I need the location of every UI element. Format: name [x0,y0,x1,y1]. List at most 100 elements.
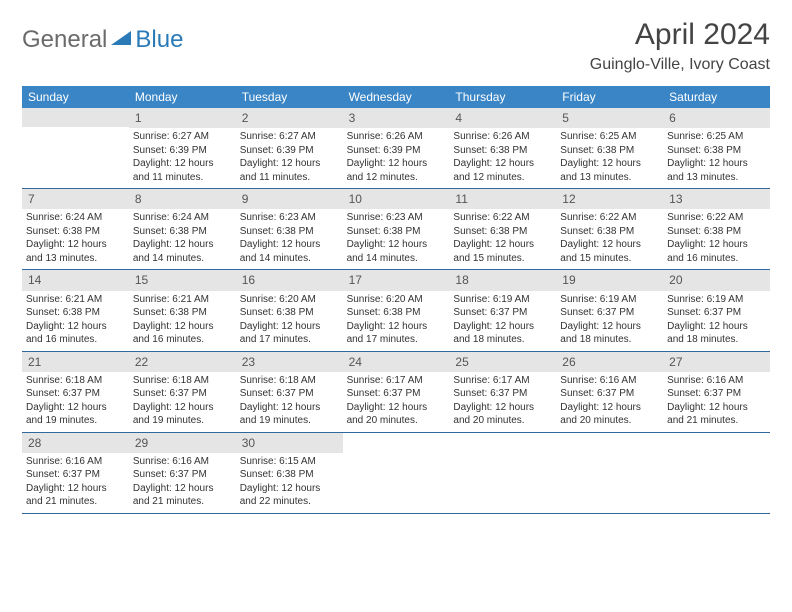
title-block: April 2024 Guinglo-Ville, Ivory Coast [590,18,770,74]
day-content: Sunrise: 6:16 AMSunset: 6:37 PMDaylight:… [129,453,236,513]
empty-day-header [22,108,129,127]
day-number: 2 [236,108,343,128]
day-cell: 12Sunrise: 6:22 AMSunset: 6:38 PMDayligh… [556,189,663,269]
sunset-text: Sunset: 6:37 PM [453,387,552,401]
day-number: 29 [129,433,236,453]
sunset-text: Sunset: 6:38 PM [667,225,766,239]
day-cell: 23Sunrise: 6:18 AMSunset: 6:37 PMDayligh… [236,352,343,432]
sunrise-text: Sunrise: 6:26 AM [347,130,446,144]
day-cell [22,108,129,188]
weekday-header-row: SundayMondayTuesdayWednesdayThursdayFrid… [22,86,770,108]
sunset-text: Sunset: 6:37 PM [26,387,125,401]
sunset-text: Sunset: 6:37 PM [667,306,766,320]
day-content: Sunrise: 6:16 AMSunset: 6:37 PMDaylight:… [22,453,129,513]
day-cell: 17Sunrise: 6:20 AMSunset: 6:38 PMDayligh… [343,270,450,350]
daylight-text: Daylight: 12 hours and 11 minutes. [133,157,232,184]
day-cell: 6Sunrise: 6:25 AMSunset: 6:38 PMDaylight… [663,108,770,188]
weekday-header: Tuesday [236,86,343,108]
sunrise-text: Sunrise: 6:16 AM [133,455,232,469]
daylight-text: Daylight: 12 hours and 18 minutes. [453,320,552,347]
sunrise-text: Sunrise: 6:20 AM [240,293,339,307]
sunrise-text: Sunrise: 6:21 AM [133,293,232,307]
day-cell: 16 Sunrise: 6:20 AMSunset: 6:38 PMDayligh… [236,270,343,350]
day-number: 15 [129,270,236,290]
empty-day-header [556,433,663,452]
sunrise-text: Sunrise: 6:18 AM [240,374,339,388]
daylight-text: Daylight: 12 hours and 18 minutes. [560,320,659,347]
day-number: 30 [236,433,343,453]
sunset-text: Sunset: 6:37 PM [26,468,125,482]
daylight-text: Daylight: 12 hours and 14 minutes. [240,238,339,265]
sunset-text: Sunset: 6:39 PM [133,144,232,158]
day-content: Sunrise: 6:21 AMSunset: 6:38 PMDaylight:… [129,291,236,351]
sunset-text: Sunset: 6:37 PM [133,468,232,482]
day-number: 19 [556,270,663,290]
sunrise-text: Sunrise: 6:19 AM [453,293,552,307]
day-number: 26 [556,352,663,372]
sunset-text: Sunset: 6:37 PM [133,387,232,401]
daylight-text: Daylight: 12 hours and 15 minutes. [560,238,659,265]
sunrise-text: Sunrise: 6:18 AM [26,374,125,388]
sunrise-text: Sunrise: 6:18 AM [133,374,232,388]
day-content: Sunrise: 6:27 AMSunset: 6:39 PMDaylight:… [236,128,343,188]
week-row: 21Sunrise: 6:18 AMSunset: 6:37 PMDayligh… [22,352,770,433]
daylight-text: Daylight: 12 hours and 20 minutes. [560,401,659,428]
calendar: SundayMondayTuesdayWednesdayThursdayFrid… [22,86,770,514]
sunrise-text: Sunrise: 6:23 AM [347,211,446,225]
day-cell [663,433,770,513]
daylight-text: Daylight: 12 hours and 22 minutes. [240,482,339,509]
sunrise-text: Sunrise: 6:21 AM [26,293,125,307]
daylight-text: Daylight: 12 hours and 17 minutes. [240,320,339,347]
logo-text-general: General [22,26,107,54]
day-number: 16 [236,270,343,290]
sunset-text: Sunset: 6:38 PM [133,306,232,320]
day-number: 23 [236,352,343,372]
sunset-text: Sunset: 6:38 PM [560,144,659,158]
day-cell [556,433,663,513]
day-cell: 24Sunrise: 6:17 AMSunset: 6:37 PMDayligh… [343,352,450,432]
sunset-text: Sunset: 6:38 PM [453,225,552,239]
day-number: 20 [663,270,770,290]
sunrise-text: Sunrise: 6:24 AM [26,211,125,225]
day-number: 28 [22,433,129,453]
day-cell: 5 Sunrise: 6:25 AMSunset: 6:38 PMDaylight… [556,108,663,188]
day-content: Sunrise: 6:26 AMSunset: 6:38 PMDaylight:… [449,128,556,188]
sunset-text: Sunset: 6:38 PM [453,144,552,158]
sunrise-text: Sunrise: 6:27 AM [240,130,339,144]
day-cell: 3Sunrise: 6:26 AMSunset: 6:39 PMDaylight… [343,108,450,188]
day-number: 1 [129,108,236,128]
day-cell: 15Sunrise: 6:21 AMSunset: 6:38 PMDayligh… [129,270,236,350]
sunset-text: Sunset: 6:38 PM [240,306,339,320]
day-number: 25 [449,352,556,372]
day-cell: 29Sunrise: 6:16 AMSunset: 6:37 PMDayligh… [129,433,236,513]
sunrise-text: Sunrise: 6:25 AM [560,130,659,144]
day-content: Sunrise: 6:16 AMSunset: 6:37 PMDaylight:… [663,372,770,432]
sunset-text: Sunset: 6:39 PM [240,144,339,158]
day-cell: 20Sunrise: 6:19 AMSunset: 6:37 PMDayligh… [663,270,770,350]
sunrise-text: Sunrise: 6:20 AM [347,293,446,307]
day-content: Sunrise: 6:19 AMSunset: 6:37 PMDaylight:… [449,291,556,351]
day-content: Sunrise: 6:25 AMSunset: 6:38 PMDaylight:… [663,128,770,188]
day-number: 4 [449,108,556,128]
week-row: 28Sunrise: 6:16 AMSunset: 6:37 PMDayligh… [22,433,770,514]
sunrise-text: Sunrise: 6:22 AM [667,211,766,225]
sunset-text: Sunset: 6:37 PM [560,306,659,320]
weekday-header: Thursday [449,86,556,108]
daylight-text: Daylight: 12 hours and 18 minutes. [667,320,766,347]
sunset-text: Sunset: 6:38 PM [26,306,125,320]
day-number: 5 [556,108,663,128]
day-cell: 22Sunrise: 6:18 AMSunset: 6:37 PMDayligh… [129,352,236,432]
sunset-text: Sunset: 6:37 PM [667,387,766,401]
daylight-text: Daylight: 12 hours and 14 minutes. [133,238,232,265]
daylight-text: Daylight: 12 hours and 21 minutes. [667,401,766,428]
daylight-text: Daylight: 12 hours and 12 minutes. [347,157,446,184]
calendar-body: 1Sunrise: 6:27 AMSunset: 6:39 PMDaylight… [22,108,770,514]
day-cell: 2Sunrise: 6:27 AMSunset: 6:39 PMDaylight… [236,108,343,188]
sunrise-text: Sunrise: 6:23 AM [240,211,339,225]
sunrise-text: Sunrise: 6:24 AM [133,211,232,225]
daylight-text: Daylight: 12 hours and 15 minutes. [453,238,552,265]
daylight-text: Daylight: 12 hours and 16 minutes. [133,320,232,347]
day-number: 10 [343,189,450,209]
sunset-text: Sunset: 6:38 PM [347,225,446,239]
daylight-text: Daylight: 12 hours and 13 minutes. [560,157,659,184]
